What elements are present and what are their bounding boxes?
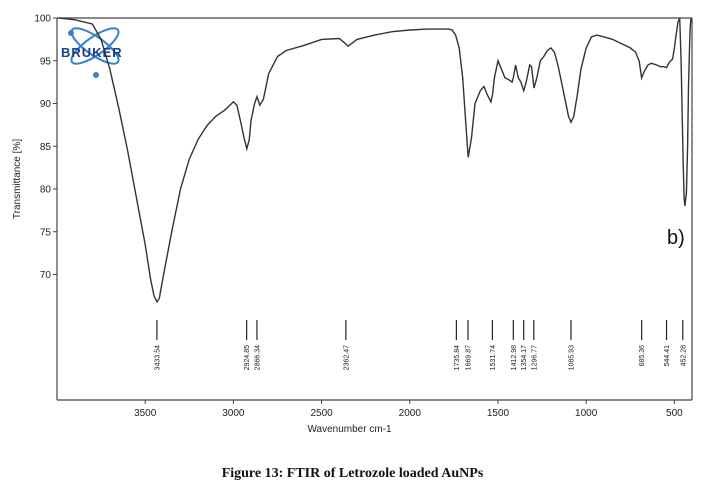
y-axis-title: Transmittance [%] [12,139,23,219]
x-tick-label: 2000 [399,408,422,419]
plot-frame [56,17,693,401]
peak-label: 3433.54 [154,345,161,370]
series-line [58,17,692,304]
peak-label: 1085.93 [569,345,576,370]
y-tick-label: 90 [40,99,52,110]
peak-label: 2866.34 [254,345,261,370]
peak-label: 1735.84 [454,345,461,370]
x-tick-label: 3000 [222,408,245,419]
x-axis-title: Wavenumber cm-1 [307,424,392,435]
y-tick-label: 95 [40,56,52,67]
peak-label: 1412.98 [511,345,518,370]
x-tick-label: 1500 [487,408,510,419]
x-axis: 3500 3000 2500 2000 1500 1000 500 [134,400,683,419]
y-tick-label: 75 [40,227,52,238]
x-tick-label: 500 [666,408,683,419]
peak-markers: 3433.54 2924.85 2866.34 2362.47 1735.84 1669.… [154,320,687,370]
x-tick-label: 3500 [134,408,157,419]
y-tick-label: 100 [34,14,51,25]
bruker-logo: BRUKER [61,27,123,78]
ftir-chart: BRUKER 70 75 80 85 90 95 100 3500 3000 2500 2000 1… [12,14,693,435]
peak-label: 1296.77 [531,345,538,370]
peak-label: 2362.47 [343,345,350,370]
peak-label: 1354.17 [521,345,528,370]
y-axis: 70 75 80 85 90 95 100 [34,14,57,281]
peak-label: 452.28 [680,345,687,367]
y-tick-label: 70 [40,270,52,281]
peak-label: 1669.87 [466,345,473,370]
panel-label: b) [667,227,685,249]
peak-label: 544.41 [664,345,671,367]
y-tick-label: 85 [40,142,52,153]
x-tick-label: 1000 [575,408,598,419]
figure-caption: Figure 13: FTIR of Letrozole loaded AuNP… [221,466,484,481]
peak-label: 1531.74 [490,345,497,370]
peak-label: 2924.85 [244,345,251,370]
y-tick-label: 80 [40,185,52,196]
x-tick-label: 2500 [310,408,333,419]
peak-label: 685.36 [639,345,646,367]
logo-text: BRUKER [61,45,123,60]
